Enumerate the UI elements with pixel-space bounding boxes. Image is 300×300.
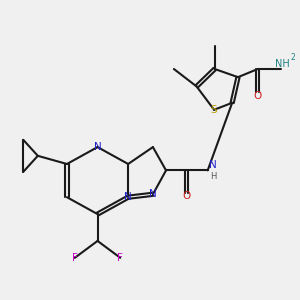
Text: N: N: [94, 142, 101, 152]
Text: N: N: [209, 160, 217, 170]
Text: O: O: [182, 191, 190, 201]
Text: S: S: [211, 105, 217, 115]
Text: O: O: [254, 91, 262, 101]
Text: N: N: [149, 189, 157, 199]
Text: 2: 2: [290, 53, 295, 62]
Text: NH: NH: [274, 59, 290, 69]
Text: F: F: [117, 253, 123, 263]
Text: H: H: [210, 172, 216, 181]
Text: N: N: [124, 192, 132, 202]
Text: F: F: [72, 253, 78, 263]
